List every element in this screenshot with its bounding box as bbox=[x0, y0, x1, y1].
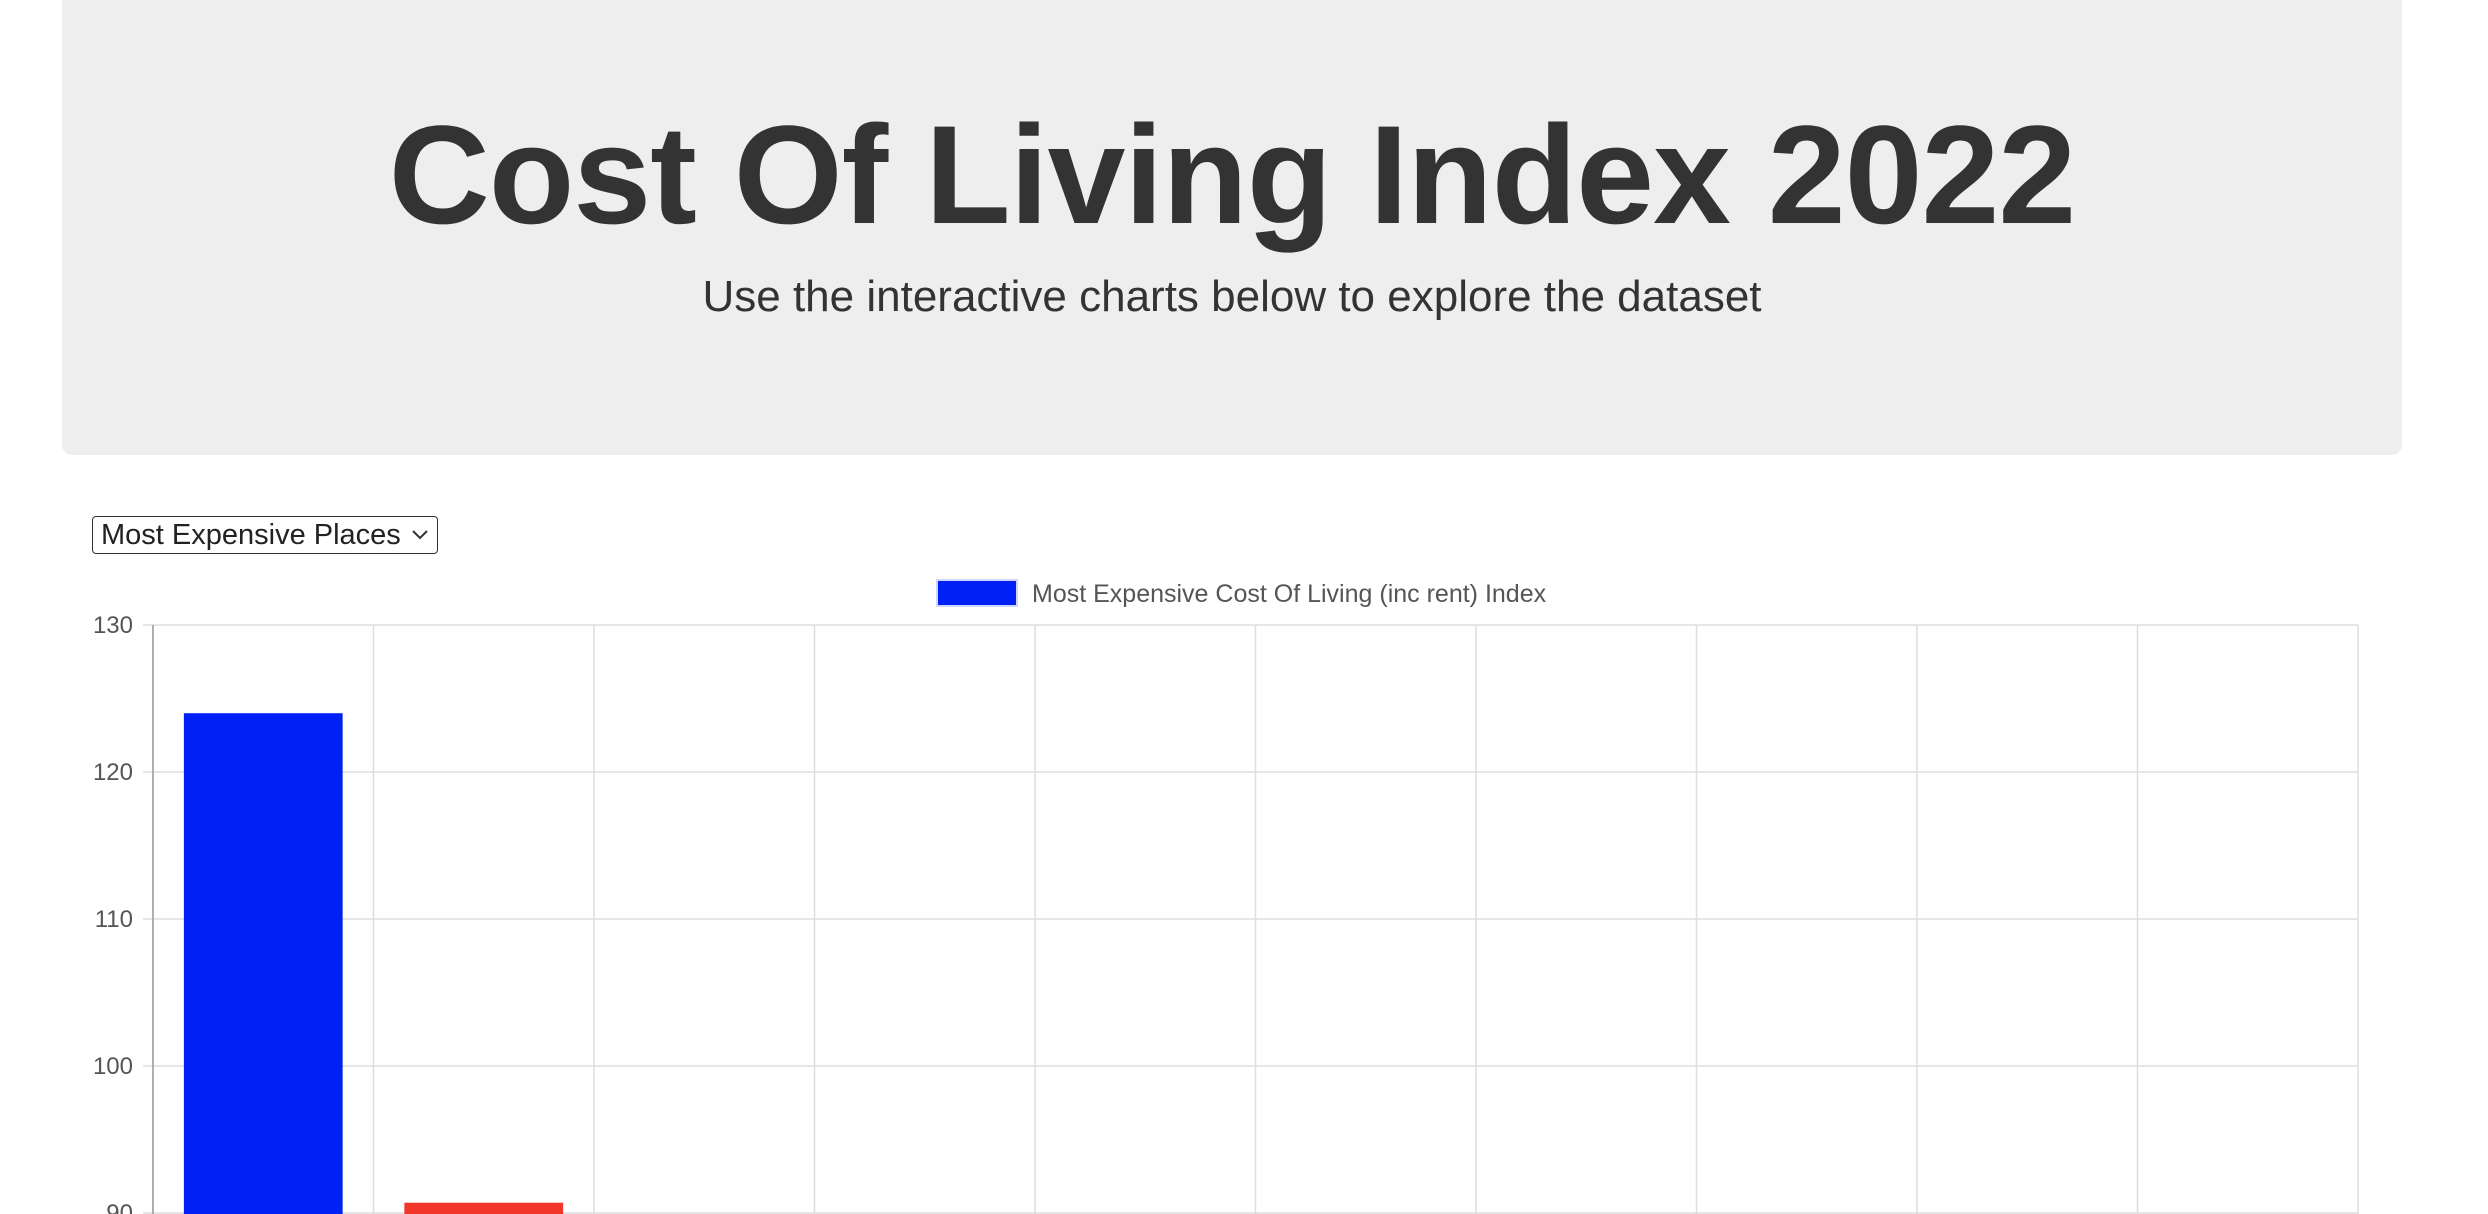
legend-label: Most Expensive Cost Of Living (inc rent)… bbox=[1032, 580, 1547, 608]
chevron-down-icon bbox=[411, 526, 429, 544]
dropdown-selected-value: Most Expensive Places bbox=[101, 518, 401, 551]
page-subtitle: Use the interactive charts below to expl… bbox=[702, 272, 1762, 321]
bar bbox=[404, 1202, 564, 1214]
y-tick-label: 130 bbox=[93, 612, 133, 639]
y-tick-label: 90 bbox=[106, 1200, 133, 1214]
y-tick-label: 110 bbox=[95, 906, 133, 933]
y-tick-label: 100 bbox=[93, 1053, 133, 1080]
legend-swatch bbox=[936, 579, 1018, 607]
header-banner: Cost Of Living Index 2022 Use the intera… bbox=[62, 0, 2402, 455]
bar bbox=[183, 713, 343, 1214]
chart-select-dropdown[interactable]: Most Expensive Places bbox=[92, 516, 438, 554]
bar-chart: 90 100 110 120 130 Most Expensive Cost Of Liv… bbox=[93, 579, 2359, 1214]
page-title: Cost Of Living Index 2022 bbox=[388, 96, 2077, 253]
y-tick-label: 120 bbox=[93, 759, 133, 786]
